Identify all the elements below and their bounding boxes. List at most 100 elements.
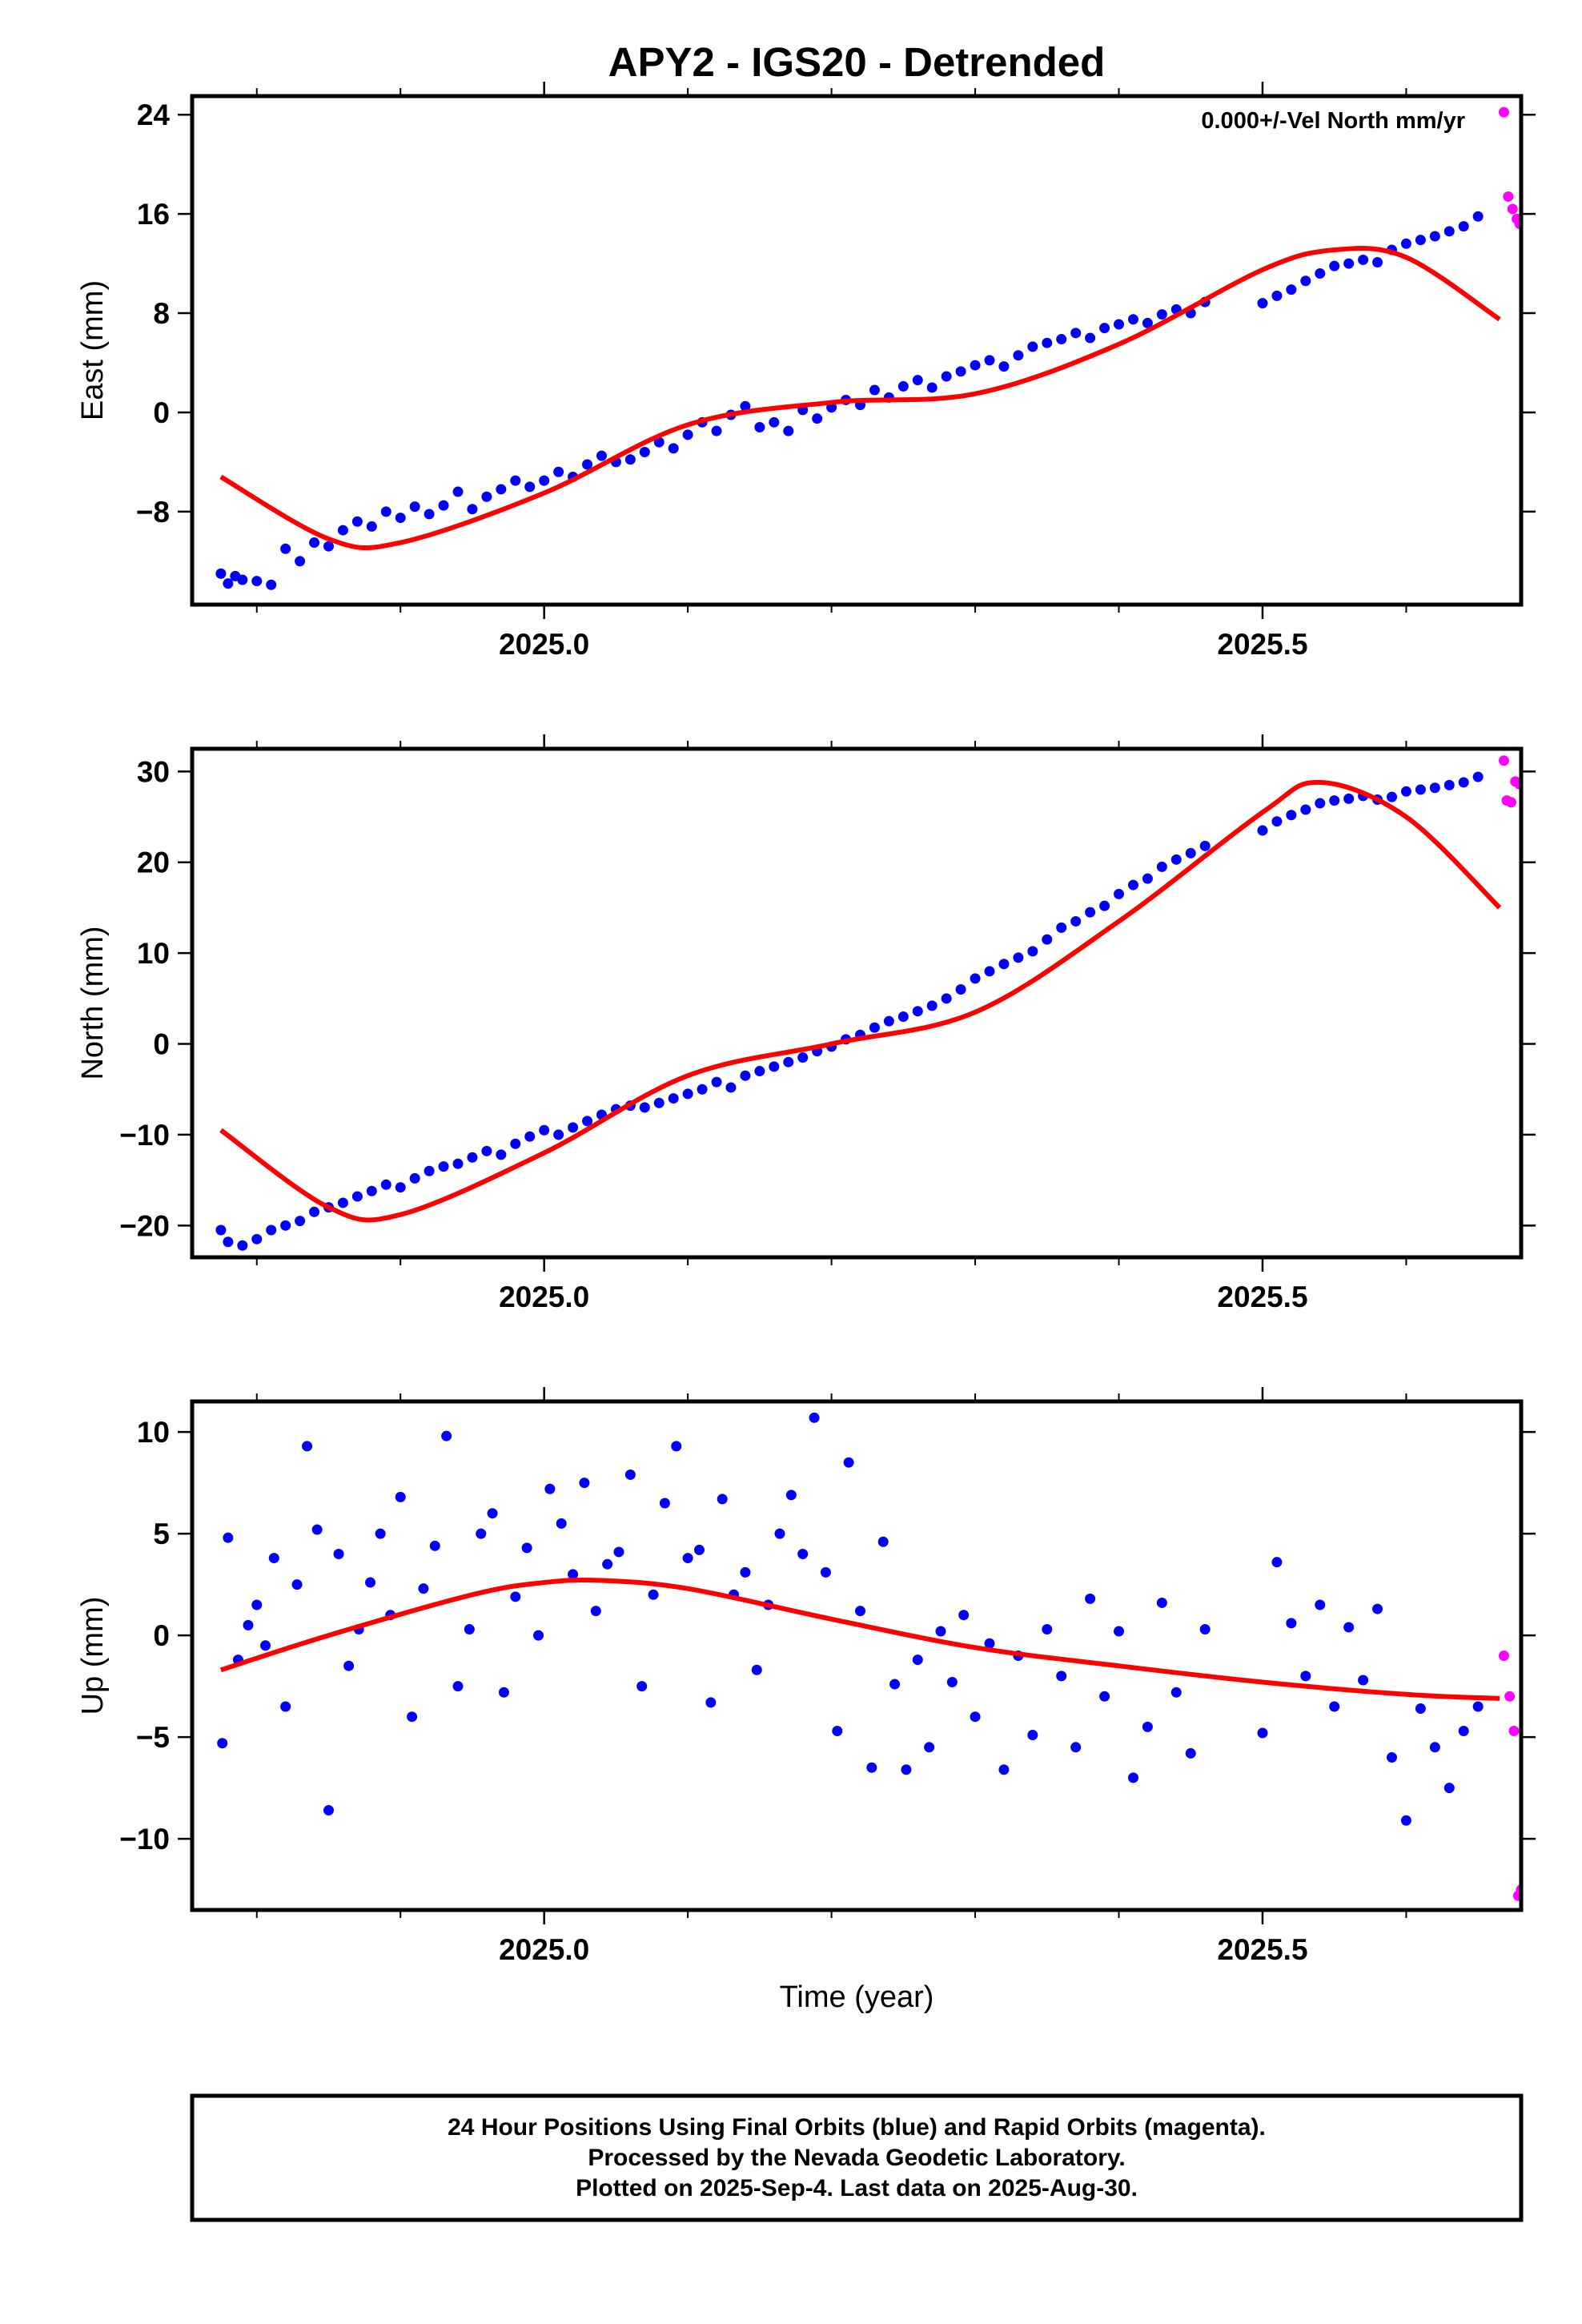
chart-title: APY2 - IGS20 - Detrended bbox=[608, 39, 1106, 85]
north-final-point bbox=[1257, 825, 1268, 836]
up-final-point bbox=[1142, 1721, 1153, 1732]
up-final-point bbox=[343, 1660, 355, 1671]
north-y-tick-label: −20 bbox=[119, 1209, 170, 1242]
north-x-tick-label: 2025.0 bbox=[499, 1281, 589, 1313]
east-final-point bbox=[481, 491, 492, 502]
east-final-point bbox=[1013, 350, 1024, 361]
north-final-point bbox=[1329, 795, 1340, 806]
north-final-point bbox=[510, 1138, 521, 1149]
north-final-point bbox=[682, 1088, 693, 1100]
up-final-point bbox=[268, 1553, 279, 1564]
east-final-point bbox=[1358, 254, 1369, 265]
up-y-axis-label: Up (mm) bbox=[76, 1597, 110, 1715]
up-final-point bbox=[958, 1610, 970, 1621]
east-final-point bbox=[223, 578, 234, 589]
up-panel: 2025.0 2025.5 10 5 0 −5 −10 Up (mm) bbox=[76, 1387, 1536, 1966]
east-final-point bbox=[740, 400, 751, 412]
east-final-point bbox=[941, 371, 952, 382]
north-rapid-point bbox=[1498, 755, 1509, 766]
north-rapid-point bbox=[1505, 797, 1516, 808]
north-final-point bbox=[1042, 934, 1053, 945]
up-final-point bbox=[521, 1542, 532, 1554]
east-x-tick-label: 2025.5 bbox=[1217, 628, 1307, 661]
north-final-point bbox=[1400, 786, 1411, 797]
up-plot-frame bbox=[190, 1399, 1524, 1912]
up-final-point bbox=[1429, 1742, 1440, 1753]
east-final-point bbox=[1042, 337, 1053, 348]
east-final-point bbox=[524, 481, 536, 493]
north-final-point bbox=[1271, 816, 1283, 827]
up-final-point bbox=[1127, 1772, 1138, 1783]
up-final-point bbox=[693, 1544, 705, 1555]
up-final-point bbox=[1415, 1703, 1426, 1715]
up-final-point bbox=[251, 1599, 263, 1610]
up-final-point bbox=[333, 1549, 344, 1559]
up-final-point bbox=[602, 1558, 613, 1570]
north-final-point bbox=[452, 1158, 464, 1169]
footer-line-2: Processed by the Nevada Geodetic Laborat… bbox=[588, 2145, 1125, 2171]
north-final-point bbox=[351, 1191, 363, 1202]
up-final-point bbox=[785, 1490, 797, 1501]
east-final-point bbox=[1142, 317, 1153, 328]
north-final-point bbox=[1300, 804, 1311, 815]
east-final-point bbox=[1400, 238, 1411, 249]
north-final-point bbox=[409, 1172, 420, 1184]
north-final-point bbox=[1127, 879, 1138, 891]
up-final-point bbox=[1085, 1593, 1096, 1604]
east-plot-frame bbox=[190, 94, 1524, 607]
east-final-point bbox=[970, 360, 981, 371]
up-x-tick-label: 2025.5 bbox=[1217, 1933, 1307, 1966]
east-final-point bbox=[1372, 257, 1383, 268]
north-y-tick-label: 20 bbox=[137, 846, 170, 879]
up-final-point bbox=[395, 1491, 406, 1502]
up-y-tick-label: 5 bbox=[153, 1518, 170, 1550]
north-final-point bbox=[1013, 952, 1024, 963]
up-rapid-point bbox=[1504, 1691, 1516, 1702]
up-final-point bbox=[429, 1540, 440, 1551]
east-final-point bbox=[1315, 267, 1326, 279]
up-y-tick-label: 0 bbox=[153, 1619, 170, 1652]
east-final-point bbox=[452, 486, 464, 497]
east-final-point bbox=[1257, 298, 1268, 309]
up-final-point bbox=[365, 1577, 376, 1588]
east-rapid-point bbox=[1503, 191, 1514, 202]
up-final-point bbox=[1056, 1671, 1067, 1682]
up-final-point bbox=[1300, 1671, 1311, 1682]
north-final-point bbox=[998, 959, 1010, 970]
up-final-point bbox=[1070, 1742, 1082, 1753]
up-final-point bbox=[984, 1638, 995, 1649]
north-final-point bbox=[424, 1165, 435, 1176]
north-final-point bbox=[223, 1236, 234, 1248]
north-final-point bbox=[553, 1129, 564, 1140]
north-final-point bbox=[1070, 915, 1082, 927]
east-y-tick-label: 8 bbox=[153, 297, 170, 330]
north-final-point bbox=[1315, 798, 1326, 809]
east-y-tick-label: 24 bbox=[137, 99, 171, 131]
east-final-point bbox=[897, 380, 909, 392]
up-y-tick-label: −10 bbox=[119, 1823, 170, 1856]
north-final-point bbox=[496, 1149, 507, 1160]
up-final-point bbox=[843, 1457, 854, 1468]
north-final-point bbox=[711, 1076, 722, 1088]
up-final-point bbox=[1315, 1599, 1326, 1610]
up-final-point bbox=[510, 1591, 521, 1602]
east-final-point bbox=[1343, 258, 1355, 269]
up-final-point bbox=[924, 1742, 935, 1753]
north-final-point bbox=[754, 1066, 765, 1077]
up-final-point bbox=[476, 1528, 487, 1539]
up-final-point bbox=[970, 1711, 981, 1723]
east-final-point bbox=[553, 466, 564, 477]
up-final-point bbox=[1343, 1622, 1355, 1633]
east-final-point bbox=[769, 416, 780, 428]
north-final-point bbox=[797, 1052, 809, 1063]
up-final-point bbox=[1329, 1701, 1340, 1712]
up-final-point bbox=[912, 1655, 923, 1666]
north-final-point bbox=[1085, 907, 1096, 918]
east-final-point bbox=[1027, 341, 1038, 352]
north-final-point bbox=[395, 1182, 406, 1193]
north-final-point bbox=[295, 1216, 306, 1227]
up-final-point bbox=[648, 1589, 659, 1600]
up-final-point bbox=[407, 1711, 418, 1723]
east-final-point bbox=[337, 525, 348, 536]
up-final-point bbox=[751, 1664, 762, 1675]
